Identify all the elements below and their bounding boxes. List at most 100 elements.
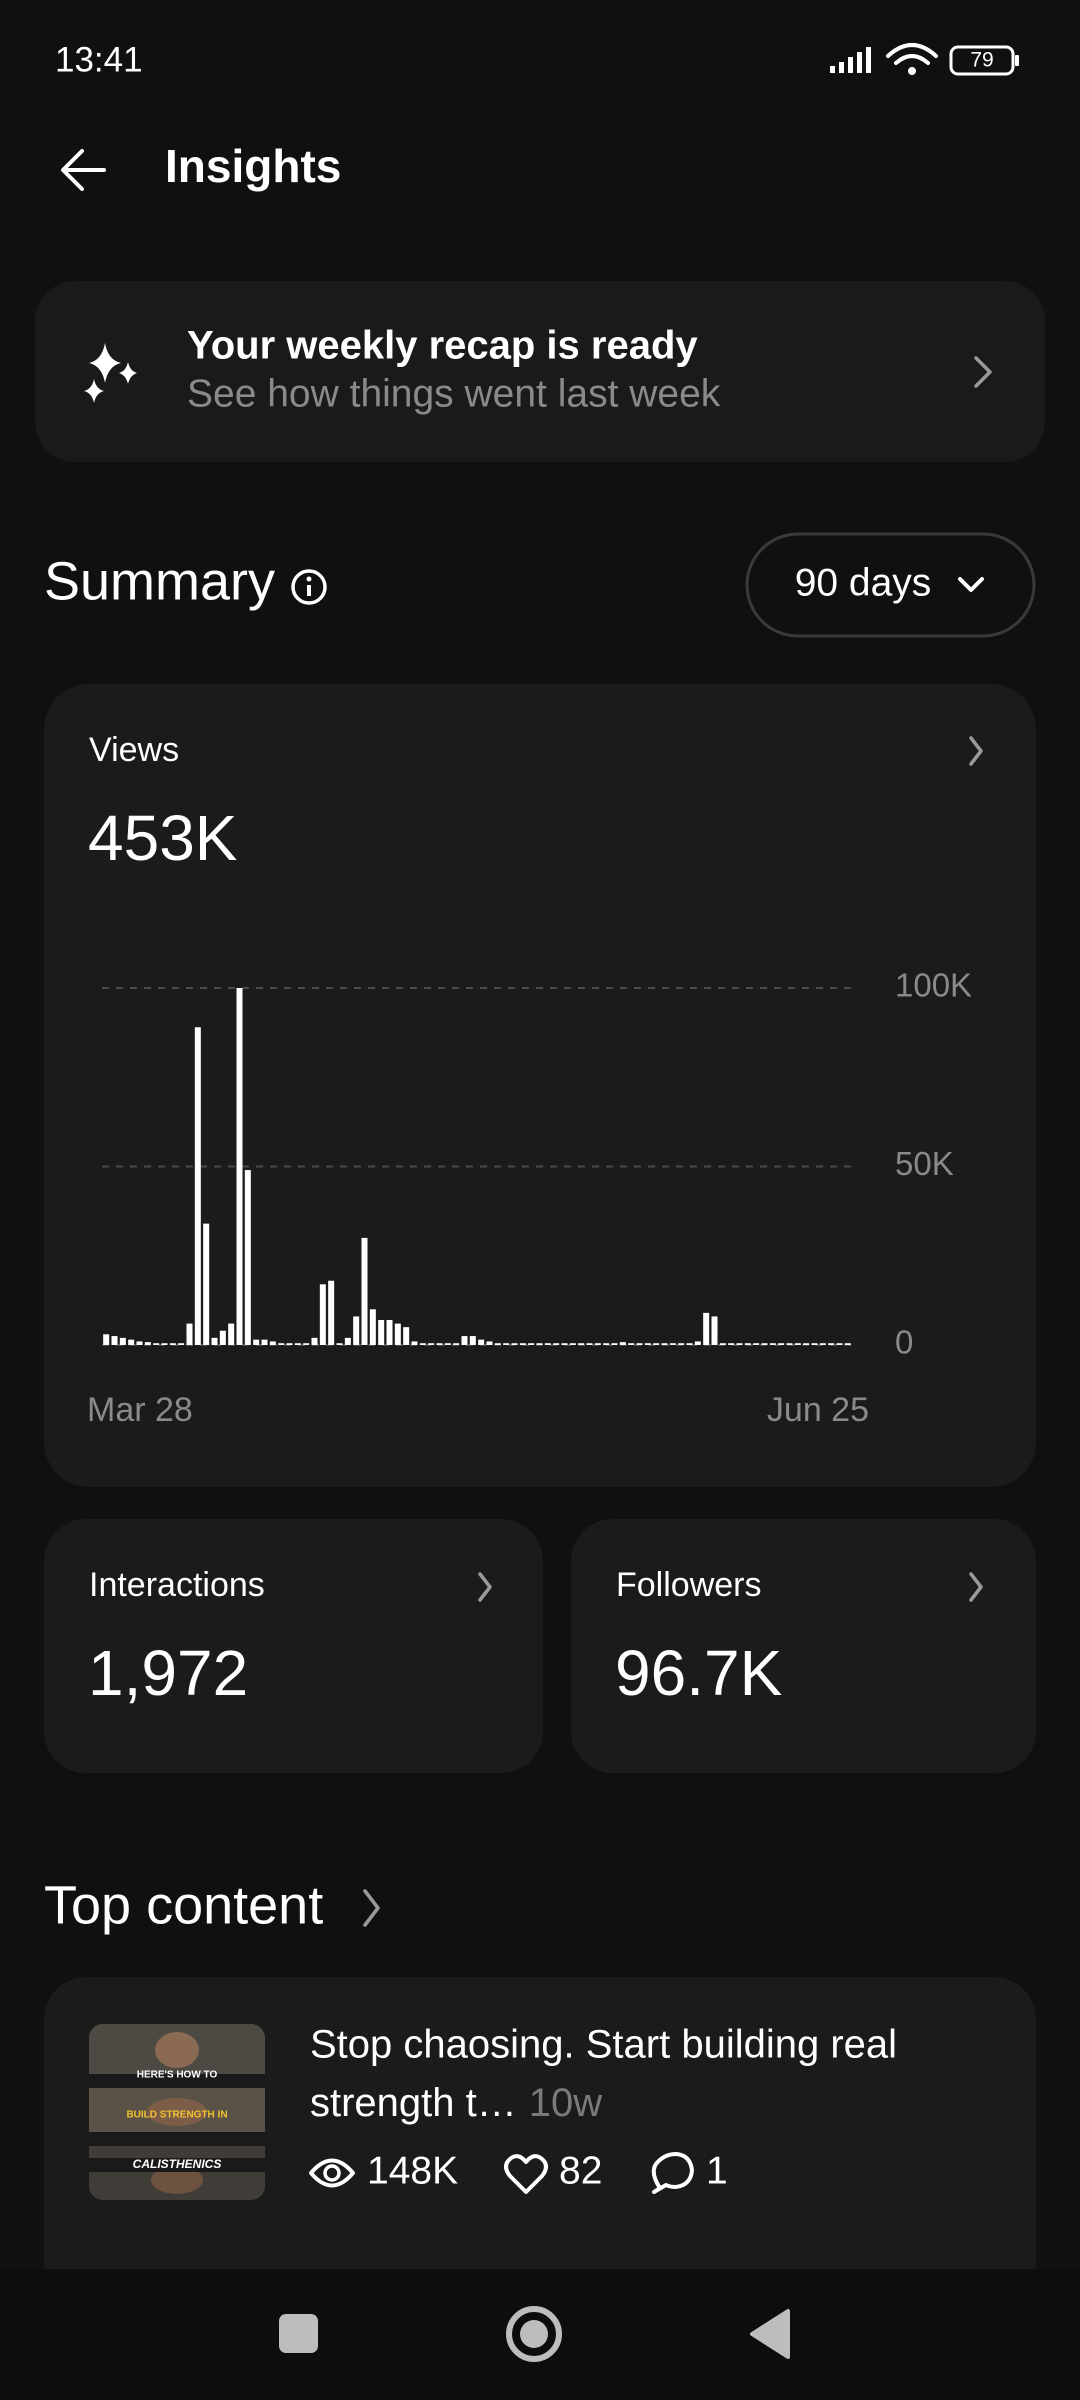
bar xyxy=(611,1343,618,1345)
top-content-chevron xyxy=(363,1889,380,1927)
followers-value: 96.7K xyxy=(615,1637,782,1709)
bar xyxy=(319,1284,326,1345)
bar xyxy=(778,1343,785,1345)
top-content-card-bg xyxy=(44,1977,1036,2317)
back-button[interactable] xyxy=(61,149,106,191)
home-button[interactable] xyxy=(506,2306,562,2362)
bar xyxy=(794,1343,801,1345)
back-nav-button[interactable] xyxy=(750,2309,790,2359)
bar xyxy=(286,1343,293,1345)
bar xyxy=(453,1343,460,1345)
bar xyxy=(811,1343,818,1345)
bar xyxy=(511,1343,518,1345)
bar xyxy=(619,1342,626,1345)
bar xyxy=(228,1323,235,1345)
interactions-card[interactable]: Interactions 1,972 xyxy=(44,1519,543,1773)
summary-title: Summary xyxy=(44,551,275,611)
views-card[interactable]: Views 453K xyxy=(44,684,1036,1487)
bar xyxy=(261,1339,268,1345)
signal-icon xyxy=(830,47,871,73)
bar xyxy=(569,1343,576,1345)
bar xyxy=(636,1343,643,1345)
bar xyxy=(311,1337,318,1345)
views-label: Views xyxy=(89,731,179,769)
top-content-title: Top content xyxy=(44,1875,323,1935)
battery-level: 79 xyxy=(970,49,993,72)
bar xyxy=(803,1343,810,1345)
bar xyxy=(686,1343,693,1345)
bar xyxy=(661,1343,668,1345)
content-comments: 1 xyxy=(706,2149,728,2192)
bar xyxy=(819,1343,826,1345)
thumbnail: HERE'S HOW TO BUILD STRENGTH IN CALISTHE… xyxy=(89,2024,265,2200)
bar xyxy=(278,1343,285,1345)
bar xyxy=(178,1343,185,1345)
recap-card[interactable]: Your weekly recap is ready See how thing… xyxy=(35,281,1045,462)
bar xyxy=(753,1343,760,1345)
bar xyxy=(603,1343,610,1345)
bar xyxy=(211,1337,218,1345)
bar xyxy=(119,1337,126,1345)
bar xyxy=(644,1343,651,1345)
bar xyxy=(411,1341,418,1345)
content-views: 148K xyxy=(367,2149,458,2192)
bar xyxy=(303,1343,310,1345)
bar xyxy=(144,1342,151,1345)
top-content-item[interactable]: HERE'S HOW TO BUILD STRENGTH IN CALISTHE… xyxy=(44,1977,1036,2317)
thumbnail-text: HERE'S HOW TO xyxy=(137,2070,218,2081)
bar xyxy=(436,1343,443,1345)
views-icon xyxy=(309,2158,355,2188)
bar xyxy=(403,1327,410,1345)
views-chevron xyxy=(969,736,983,766)
recap-card-bg xyxy=(35,281,1045,462)
bar xyxy=(244,1170,251,1345)
bar xyxy=(253,1339,260,1345)
bar xyxy=(169,1343,176,1345)
bar xyxy=(528,1343,535,1345)
period-label: 90 days xyxy=(795,561,932,604)
bar xyxy=(711,1316,718,1345)
bar xyxy=(469,1336,476,1345)
bar xyxy=(694,1341,701,1345)
bar xyxy=(269,1341,276,1345)
period-pill xyxy=(745,532,1036,638)
bar xyxy=(478,1339,485,1345)
info-icon[interactable] xyxy=(291,569,327,605)
y-tick-label: 100K xyxy=(895,967,972,1004)
bar xyxy=(586,1343,593,1345)
bar xyxy=(553,1343,560,1345)
bar xyxy=(161,1343,168,1345)
x-tick-label: Mar 28 xyxy=(87,1391,193,1429)
bar xyxy=(786,1343,793,1345)
recap-chevron xyxy=(974,356,992,388)
interactions-chevron xyxy=(478,1572,492,1602)
top-content-header[interactable]: Top content xyxy=(44,1875,380,1935)
followers-card-bg xyxy=(571,1519,1036,1773)
bar xyxy=(519,1343,526,1345)
bar xyxy=(128,1339,135,1345)
bar xyxy=(111,1336,118,1345)
bar xyxy=(503,1343,510,1345)
recents-button[interactable] xyxy=(279,2314,318,2353)
bar xyxy=(444,1343,451,1345)
bar xyxy=(203,1223,210,1345)
bar xyxy=(386,1320,393,1345)
bar xyxy=(594,1343,601,1345)
comments-icon xyxy=(651,2152,694,2194)
bar xyxy=(186,1323,193,1345)
bar xyxy=(561,1343,568,1345)
period-selector[interactable]: 90 days xyxy=(745,532,1036,638)
bar xyxy=(703,1312,710,1345)
bar xyxy=(378,1320,385,1345)
bar xyxy=(544,1343,551,1345)
bar xyxy=(194,1027,201,1345)
page-title: Insights xyxy=(165,140,341,192)
followers-chevron xyxy=(969,1572,983,1602)
x-tick-label: Jun 25 xyxy=(767,1391,869,1429)
thumbnail-text: BUILD STRENGTH IN xyxy=(126,2110,227,2121)
followers-card[interactable]: Followers 96.7K xyxy=(571,1519,1036,1773)
content-title-line: strength t… 10w xyxy=(310,2081,602,2125)
followers-label: Followers xyxy=(616,1566,761,1604)
status-time: 13:41 xyxy=(55,40,143,79)
